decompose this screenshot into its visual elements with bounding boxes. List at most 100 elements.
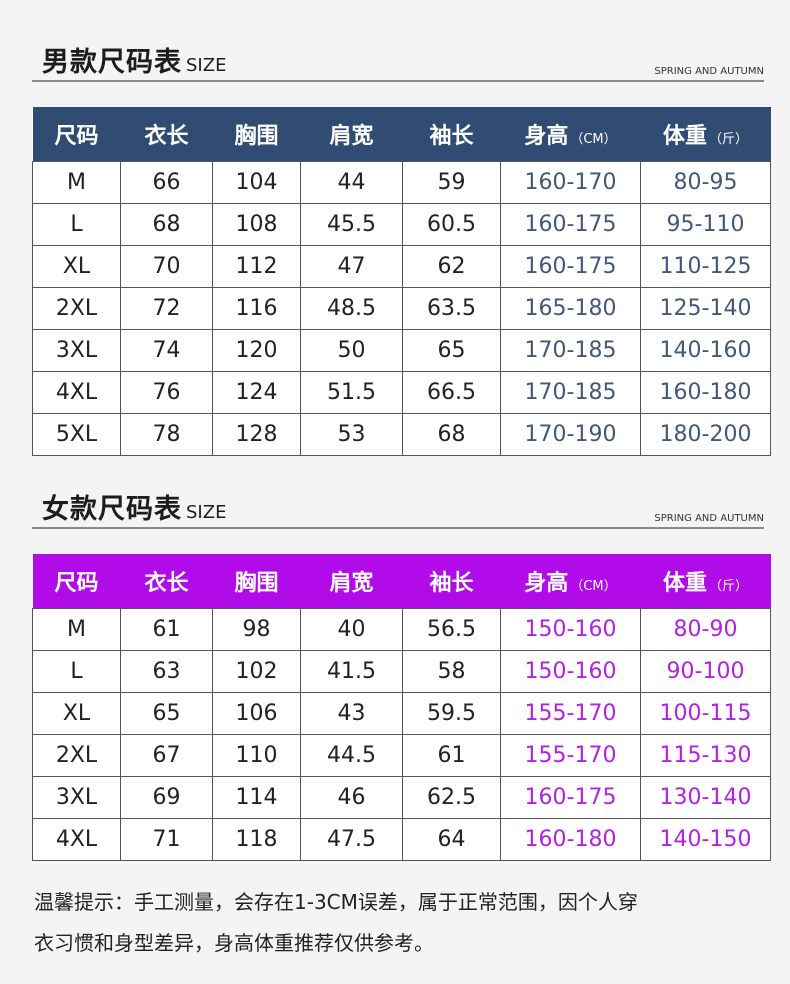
men-cell-height: 165-180 [500,287,641,330]
men-col-height: 身高 （CM） [501,107,641,162]
women-title: 女款尺码表 SIZE [42,487,226,526]
men-table-body: M 66 104 44 59 160-170 80-95 L 68 108 45.5 60.5 160-… [32,161,771,456]
women-cell-shoulder: 41.5 [300,650,403,693]
men-cell-chest: 116 [212,287,301,330]
men-col-sleeve: 袖长 [429,124,474,149]
women-cell-height: 150-160 [500,650,641,693]
men-cell-chest: 104 [212,161,301,204]
women-cell-weight: 90-100 [640,650,771,693]
women-cell-sleeve: 64 [402,818,501,861]
women-header-row: 尺码 衣长 胸围 肩宽 袖长 身高 （CM） 体重 （斤） [32,554,771,609]
table-row: 2XL 72 116 48.5 63.5 165-180 125-140 [32,287,771,330]
men-cell-weight: 125-140 [640,287,771,330]
men-cell-height: 170-185 [500,329,641,372]
men-cell-size: 2XL [32,287,121,330]
women-cell-chest: 118 [212,818,301,861]
men-size-table: 尺码 衣长 胸围 肩宽 袖长 身高 （CM） 体重 （斤） M 66 104 44 59 16… [32,107,771,456]
men-cell-length: 66 [120,161,213,204]
women-cell-size: XL [32,692,121,735]
women-col-length: 衣长 [144,571,189,596]
women-cell-chest: 110 [212,734,301,777]
men-cell-height: 170-190 [500,413,641,456]
women-cell-length: 71 [120,818,213,861]
men-cell-chest: 128 [212,413,301,456]
men-cell-shoulder: 47 [300,245,403,288]
women-cell-weight: 140-150 [640,818,771,861]
women-cell-sleeve: 61 [402,734,501,777]
women-cell-chest: 114 [212,776,301,819]
women-col-shoulder: 肩宽 [329,571,374,596]
table-row: 4XL 76 124 51.5 66.5 170-185 160-180 [32,371,771,414]
women-cell-chest: 106 [212,692,301,735]
women-cell-chest: 98 [212,608,301,651]
men-cell-length: 74 [120,329,213,372]
women-cell-weight: 100-115 [640,692,771,735]
men-col-weight-label: 体重 [662,124,707,149]
men-cell-weight: 180-200 [640,413,771,456]
men-cell-length: 70 [120,245,213,288]
men-cell-sleeve: 68 [402,413,501,456]
men-cell-shoulder: 53 [300,413,403,456]
women-cell-length: 63 [120,650,213,693]
men-cell-sleeve: 65 [402,329,501,372]
women-cell-length: 67 [120,734,213,777]
table-row: 4XL 71 118 47.5 64 160-180 140-150 [32,818,771,861]
men-cell-shoulder: 50 [300,329,403,372]
women-cell-height: 160-180 [500,818,641,861]
women-cell-sleeve: 58 [402,650,501,693]
men-cell-weight: 160-180 [640,371,771,414]
men-cell-size: XL [32,245,121,288]
women-cell-shoulder: 46 [300,776,403,819]
men-title-text: 男款尺码表 [42,47,182,78]
men-col-height-label: 身高 [524,124,569,149]
men-col-height-unit: （CM） [570,132,617,147]
men-title-en: SIZE [186,55,227,76]
men-col-chest: 胸围 [234,124,279,149]
men-col-size: 尺码 [54,124,99,149]
women-col-weight: 体重 （斤） [641,554,771,609]
men-cell-chest: 108 [212,203,301,246]
table-row: 3XL 69 114 46 62.5 160-175 130-140 [32,776,771,819]
table-row: 3XL 74 120 50 65 170-185 140-160 [32,329,771,372]
women-cell-sleeve: 59.5 [402,692,501,735]
men-cell-shoulder: 51.5 [300,371,403,414]
women-cell-size: 3XL [32,776,121,819]
women-cell-shoulder: 40 [300,608,403,651]
men-cell-sleeve: 59 [402,161,501,204]
men-cell-length: 76 [120,371,213,414]
men-col-length: 衣长 [144,124,189,149]
men-cell-height: 170-185 [500,371,641,414]
women-cell-shoulder: 47.5 [300,818,403,861]
women-cell-weight: 115-130 [640,734,771,777]
men-title: 男款尺码表 SIZE [42,40,226,79]
women-cell-length: 61 [120,608,213,651]
men-cell-shoulder: 48.5 [300,287,403,330]
table-row: L 63 102 41.5 58 150-160 90-100 [32,650,771,693]
men-header-row: 尺码 衣长 胸围 肩宽 袖长 身高 （CM） 体重 （斤） [32,107,771,162]
men-cell-size: 4XL [32,371,121,414]
women-table-body: M 61 98 40 56.5 150-160 80-90 L 63 102 41.5 58 150-1… [32,608,771,861]
women-col-height: 身高 （CM） [501,554,641,609]
women-col-chest: 胸围 [234,571,279,596]
women-cell-height: 155-170 [500,734,641,777]
women-cell-length: 65 [120,692,213,735]
men-cell-chest: 112 [212,245,301,288]
table-row: L 68 108 45.5 60.5 160-175 95-110 [32,203,771,246]
table-row: XL 70 112 47 62 160-175 110-125 [32,245,771,288]
sizing-note: 温馨提示：手工测量，会存在1-3CM误差，属于正常范围，因个人穿 衣习惯和身型差… [34,882,764,964]
men-cell-sleeve: 66.5 [402,371,501,414]
men-cell-size: L [32,203,121,246]
men-cell-size: 3XL [32,329,121,372]
women-col-weight-unit: （斤） [709,579,749,594]
men-cell-length: 78 [120,413,213,456]
women-cell-size: L [32,650,121,693]
women-cell-shoulder: 43 [300,692,403,735]
women-title-en: SIZE [186,502,227,523]
men-cell-chest: 124 [212,371,301,414]
women-col-height-unit: （CM） [570,579,617,594]
table-row: M 61 98 40 56.5 150-160 80-90 [32,608,771,651]
men-cell-weight: 80-95 [640,161,771,204]
men-cell-length: 72 [120,287,213,330]
women-cell-sleeve: 56.5 [402,608,501,651]
